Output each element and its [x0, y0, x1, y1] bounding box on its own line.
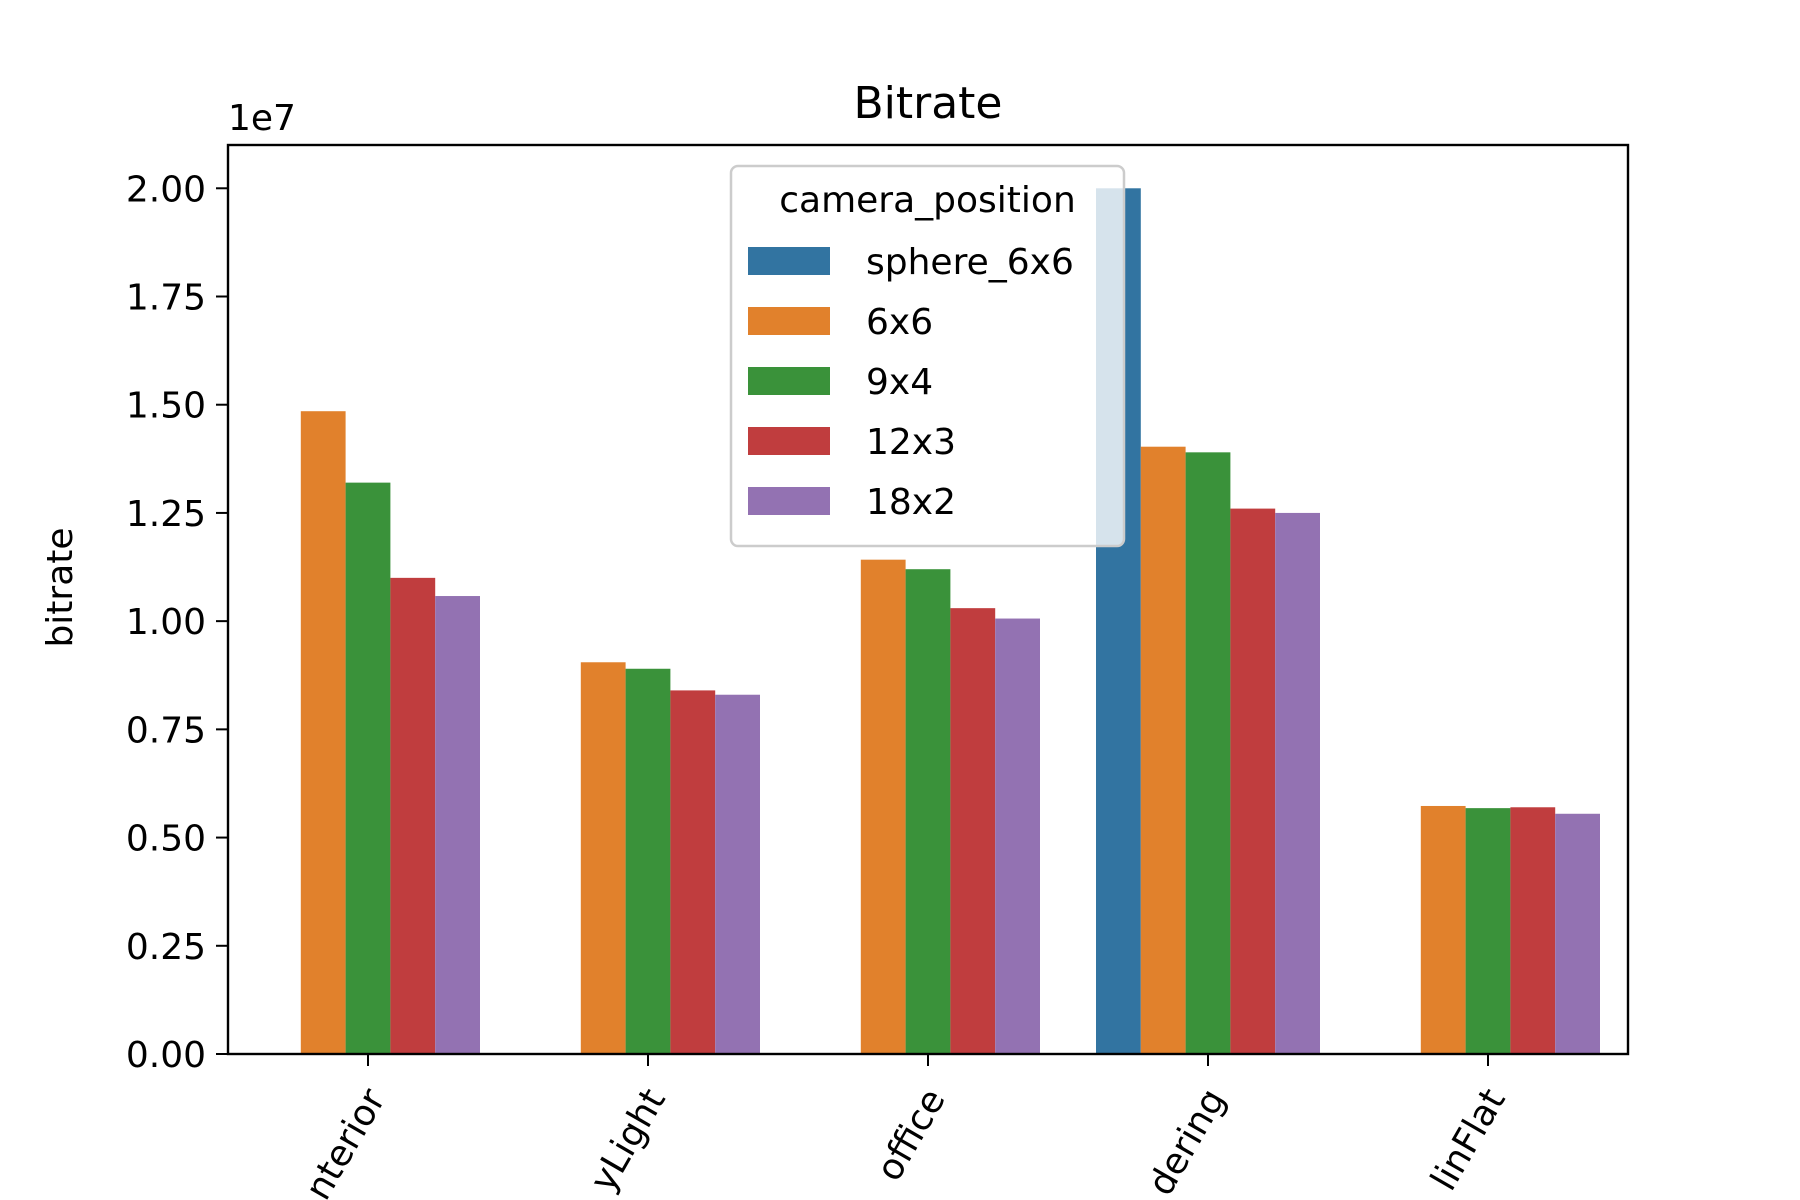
bar-12x3-0	[390, 577, 436, 1054]
y-tick-label: 1.25	[126, 494, 206, 535]
legend: camera_position sphere_6x6 6x6 9x4 12x3 18x2	[729, 164, 1126, 548]
bar-9x4-2	[905, 569, 951, 1054]
bar-9x4-3	[1185, 452, 1231, 1054]
chart-title: Bitrate	[853, 78, 1002, 129]
y-tick-label: 0.50	[126, 819, 206, 860]
bar-18x2-3	[1275, 512, 1320, 1054]
bar-6x6-1	[580, 662, 626, 1054]
bar-12x3-3	[1230, 508, 1276, 1055]
x-tick-label: linFlat	[1423, 1082, 1513, 1198]
bar-18x2-4	[1555, 813, 1600, 1054]
bar-18x2-1	[715, 694, 760, 1054]
bar-9x4-1	[625, 668, 671, 1054]
bar-12x3-4	[1510, 807, 1556, 1054]
y-tick-label: 2.00	[126, 169, 206, 210]
bar-6x6-4	[1420, 805, 1466, 1054]
bar-12x3-1	[670, 690, 716, 1054]
bar-6x6-3	[1140, 446, 1186, 1054]
y-axis: 0.00 0.25 0.50 0.75 1.00 1.25 1.50 1.75 2.00	[126, 169, 228, 1076]
legend-label-6x6: 6x6	[866, 302, 933, 343]
legend-label-sphere_6x6: sphere_6x6	[866, 242, 1074, 283]
y-tick-label: 1.50	[126, 386, 206, 427]
legend-title: camera_position	[779, 180, 1076, 221]
y-tick-label: 1.00	[126, 602, 206, 643]
bar-6x6-2	[860, 559, 906, 1054]
bar-9x4-0	[345, 482, 391, 1055]
bar-6x6-0	[300, 411, 346, 1054]
bar-18x2-0	[435, 596, 480, 1054]
y-tick-label: 0.25	[126, 927, 206, 968]
bar-9x4-4	[1465, 808, 1511, 1054]
y-axis-label: bitrate	[40, 527, 81, 647]
x-tick-label: dering	[1141, 1082, 1234, 1200]
y-tick-label: 1.75	[126, 278, 206, 319]
legend-swatch-6x6	[748, 307, 830, 335]
legend-label-18x2: 18x2	[866, 482, 956, 523]
bar-18x2-2	[995, 618, 1040, 1054]
legend-swatch-9x4	[748, 367, 830, 395]
x-tick-label: office	[869, 1082, 954, 1188]
legend-label-12x3: 12x3	[866, 422, 956, 463]
legend-label-9x4: 9x4	[866, 362, 933, 403]
y-offset-text: 1e7	[228, 98, 296, 139]
x-tick-label: yLight	[583, 1082, 674, 1199]
legend-swatch-sphere_6x6	[748, 247, 830, 275]
bar-12x3-2	[950, 608, 996, 1054]
legend-swatch-18x2	[748, 487, 830, 515]
x-axis: nterior yLight office dering linFlat	[298, 1054, 1514, 1200]
y-tick-label: 0.75	[126, 710, 206, 751]
x-tick-label: nterior	[298, 1082, 394, 1200]
legend-swatch-12x3	[748, 427, 830, 455]
bars-layer	[300, 188, 1600, 1055]
y-tick-label: 0.00	[126, 1035, 206, 1076]
